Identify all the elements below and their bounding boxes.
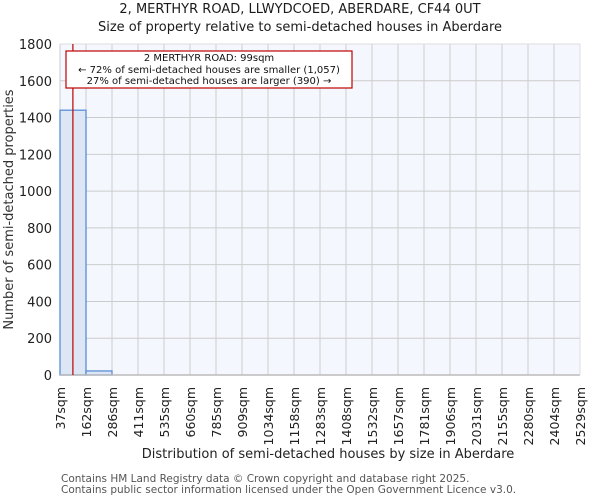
y-tick-label: 1400 [19,112,52,127]
x-tick-label: 1657sqm [391,387,406,445]
x-axis-label: Distribution of semi-detached houses by … [142,447,515,462]
x-tick-label: 535sqm [157,387,172,437]
y-tick-label: 600 [27,259,52,274]
annotation-text: 2 MERTHYR ROAD: 99sqm [144,53,274,64]
y-tick-label: 0 [44,369,52,384]
x-tick-label: 1158sqm [287,387,302,445]
x-tick-label: 1781sqm [417,387,432,445]
x-tick-label: 660sqm [183,387,198,437]
x-tick-label: 2280sqm [521,387,536,445]
footer-copyright: Contains HM Land Registry data © Crown c… [61,473,470,485]
y-axis-label: Number of semi-detached properties [2,89,17,329]
y-tick-label: 200 [27,332,52,347]
x-tick-label: 162sqm [79,387,94,437]
x-tick-label: 1532sqm [365,387,380,445]
x-tick-label: 2529sqm [573,387,588,445]
annotation-text: ← 72% of semi-detached houses are smalle… [78,65,340,76]
x-tick-label: 1906sqm [443,387,458,445]
x-tick-label: 1034sqm [261,387,276,445]
y-tick-label: 1000 [19,185,52,200]
x-tick-label: 37sqm [53,387,68,430]
x-tick-label: 2155sqm [495,387,510,445]
x-tick-label: 1283sqm [313,387,328,445]
y-tick-label: 1600 [19,75,52,90]
y-tick-label: 400 [27,295,52,310]
y-tick-label: 1800 [19,38,52,53]
annotation-text: 27% of semi-detached houses are larger (… [87,76,332,87]
chart-subtitle: Size of property relative to semi-detach… [97,20,503,35]
x-tick-label: 2404sqm [547,387,562,445]
x-tick-label: 1408sqm [339,387,354,445]
footer-licence: Contains public sector information licen… [61,484,517,496]
x-tick-label: 411sqm [131,387,146,437]
y-tick-label: 1200 [19,148,52,163]
x-tick-label: 2031sqm [469,387,484,445]
x-tick-label: 909sqm [235,387,250,437]
y-tick-label: 800 [27,222,52,237]
x-tick-label: 785sqm [209,387,224,437]
annotation-box [65,50,353,89]
chart-title: 2, MERTHYR ROAD, LLWYDCOED, ABERDARE, CF… [119,2,481,17]
x-tick-label: 286sqm [105,387,120,437]
